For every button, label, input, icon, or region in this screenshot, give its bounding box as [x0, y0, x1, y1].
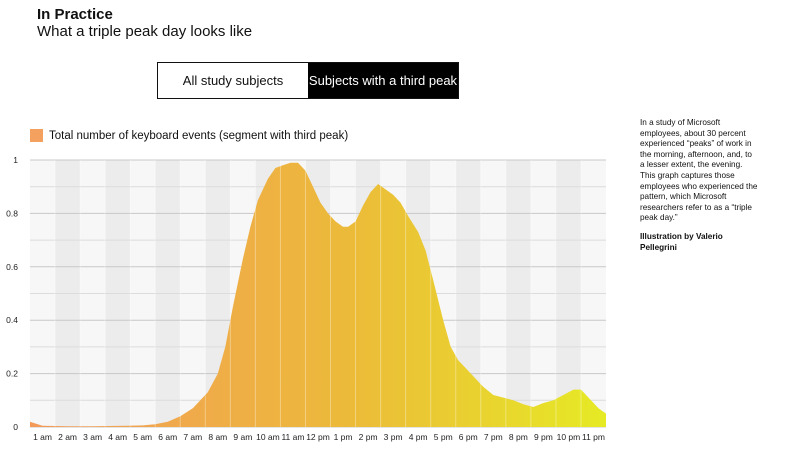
y-tick-label: 1 — [13, 155, 18, 165]
chart-title: In Practice — [37, 6, 113, 23]
y-axis-ticks: 0 0.2 0.4 0.6 0.8 1 — [6, 155, 18, 432]
x-tick-label: 9 am — [233, 432, 252, 442]
legend: Total number of keyboard events (segment… — [30, 129, 348, 142]
x-tick-label: 7 am — [183, 432, 202, 442]
y-tick-label: 0.6 — [6, 262, 18, 272]
x-tick-label: 1 am — [33, 432, 52, 442]
x-tick-label: 12 pm — [306, 432, 330, 442]
x-tick-label: 11 am — [281, 432, 304, 442]
legend-swatch — [30, 129, 43, 142]
x-tick-label: 6 pm — [459, 432, 478, 442]
x-tick-label: 6 am — [158, 432, 177, 442]
x-tick-label: 2 pm — [359, 432, 378, 442]
chart-subtitle: What a triple peak day looks like — [37, 23, 253, 40]
x-tick-label: 1 pm — [334, 432, 353, 442]
x-tick-label: 5 pm — [434, 432, 453, 442]
x-axis-ticks: 1 am 2 am 3 am 4 am 5 am 6 am 7 am 8 am 9 am 10 a… — [33, 432, 605, 442]
y-tick-label: 0 — [13, 422, 18, 432]
y-tick-label: 0.8 — [6, 208, 18, 218]
legend-label: Total number of keyboard events (segment… — [49, 129, 349, 142]
x-tick-label: 7 pm — [484, 432, 503, 442]
toggle-all-subjects[interactable]: All study subjects — [182, 73, 284, 88]
x-tick-label: 10 pm — [557, 432, 581, 442]
y-tick-label: 0.4 — [6, 315, 18, 325]
description-text: In a study of Microsoft employees, about… — [640, 118, 758, 223]
x-tick-label: 11 pm — [582, 432, 605, 442]
keyboard-events-area — [30, 162, 606, 427]
illustration-credit: Illustration by Valerio Pellegrini — [640, 231, 723, 252]
x-tick-label: 9 pm — [534, 432, 553, 442]
y-tick-label: 0.2 — [6, 369, 18, 379]
x-tick-label: 8 am — [208, 432, 227, 442]
area-chart: 0 0.2 0.4 0.6 0.8 1 1 am 2 am 3 am 4 am 5 am 6 am 7… — [6, 155, 606, 442]
view-toggle: All study subjects Subjects with a third… — [157, 62, 459, 99]
x-tick-label: 8 pm — [509, 432, 528, 442]
description-panel: In a study of Microsoft employees, about… — [640, 118, 758, 261]
toggle-third-peak[interactable]: Subjects with a third peak — [308, 63, 458, 98]
x-tick-label: 3 am — [83, 432, 102, 442]
x-tick-label: 3 pm — [384, 432, 403, 442]
x-tick-label: 4 pm — [409, 432, 428, 442]
x-tick-label: 10 am — [256, 432, 280, 442]
x-tick-label: 4 am — [108, 432, 127, 442]
x-tick-label: 2 am — [58, 432, 77, 442]
x-tick-label: 5 am — [133, 432, 152, 442]
hour-dividers — [54, 160, 582, 427]
